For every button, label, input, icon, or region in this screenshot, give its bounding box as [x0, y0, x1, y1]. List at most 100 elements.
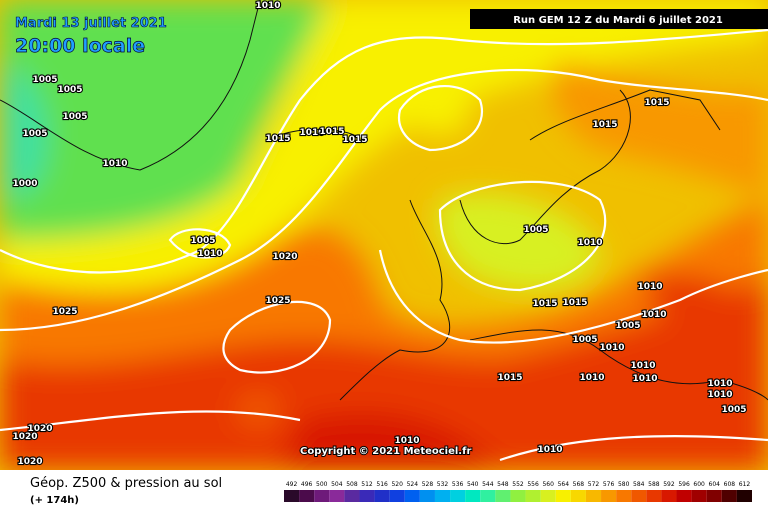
scale-swatch: [540, 490, 556, 502]
isobar-label: 1005: [572, 335, 597, 345]
forecast-time: 20:00 locale: [15, 35, 145, 57]
scale-label: 572: [588, 481, 600, 488]
scale-label: 540: [467, 481, 479, 488]
scale-swatch: [450, 490, 466, 502]
isobar-label: 1010: [102, 159, 127, 169]
scale-label: 504: [331, 481, 343, 488]
color-scale: 492 496 500 504 508 512 516 520 524 528 532 536 540 5…: [284, 481, 752, 502]
scale-label: 536: [452, 481, 464, 488]
scale-label: 604: [709, 481, 721, 488]
scale-swatch: [525, 490, 541, 502]
isobar-label: 1020: [27, 424, 52, 434]
isobar-label: 1015: [562, 298, 587, 308]
scale-swatch: [389, 490, 405, 502]
scale-label: 556: [527, 481, 539, 488]
scale-label: 492: [286, 481, 298, 488]
scale-swatch: [495, 490, 511, 502]
isobar-label: 1010: [707, 390, 732, 400]
isobar-label: 1015: [342, 135, 367, 145]
scale-swatch: [434, 490, 451, 502]
scale-swatch: [329, 490, 345, 502]
isobar-label: 1005: [721, 405, 746, 415]
isobar-label: 1005: [523, 225, 548, 235]
isobar-label: 1005: [615, 321, 640, 331]
scale-swatch: [419, 490, 435, 502]
footer-title: Géop. Z500 & pression au sol: [30, 476, 222, 491]
scale-label: 608: [724, 481, 736, 488]
isobar-label: 1005: [22, 129, 47, 139]
scale-swatch: [359, 490, 375, 502]
scale-label: 508: [346, 481, 358, 488]
scale-label: 544: [482, 481, 494, 488]
scale-swatch: [676, 490, 692, 502]
scale-swatch: [555, 490, 571, 502]
scale-swatch: [404, 490, 420, 502]
scale-label: 496: [301, 481, 313, 488]
isobar-label: 1010: [299, 128, 324, 138]
isobar-label: 1025: [265, 296, 290, 306]
scale-swatch: [706, 490, 722, 502]
scale-label: 532: [437, 481, 449, 488]
scale-swatch: [616, 490, 632, 502]
scale-swatch: [646, 490, 662, 502]
isobar-label: 1015: [592, 120, 617, 130]
scale-label: 588: [648, 481, 660, 488]
isobar-label: 1010: [537, 445, 562, 455]
isobar-label: 1010: [577, 238, 602, 248]
isobars: [0, 28, 768, 462]
isobar-label: 1010: [641, 310, 666, 320]
scale-swatch: [736, 490, 752, 502]
scale-label: 580: [618, 481, 630, 488]
scale-swatch: [465, 490, 481, 502]
scale-swatch: [284, 490, 300, 502]
isobar-label: 1015: [644, 98, 669, 108]
isobar-label: 1000: [12, 179, 37, 189]
coastlines: [0, 0, 768, 401]
map-field: 1010100510051005100510101000101510101015…: [0, 0, 768, 470]
isobar-label: 1010: [707, 379, 732, 389]
isobar-label: 1010: [197, 249, 222, 259]
isobar-label: 1010: [394, 436, 419, 446]
scale-swatch: [480, 490, 496, 502]
scale-label: 500: [316, 481, 328, 488]
isobar-label: 1005: [32, 75, 57, 85]
isobar-label: 1025: [52, 307, 77, 317]
isobar-label: 1010: [632, 374, 657, 384]
copyright: Copyright © 2021 Meteociel.fr: [300, 446, 471, 457]
isobar-label: 1010: [255, 1, 280, 11]
scale-label: 524: [407, 481, 419, 488]
scale-label: 568: [573, 481, 585, 488]
isobar-label: 1015: [319, 127, 344, 137]
isobar-label: 1005: [62, 112, 87, 122]
scale-label: 592: [663, 481, 675, 488]
isobar-label: 1020: [272, 252, 297, 262]
isobar-label: 1015: [532, 299, 557, 309]
isobar-label: 1015: [265, 134, 290, 144]
scale-swatch: [299, 490, 315, 502]
isobar-labels: 1010100510051005100510101000101510101015…: [11, 0, 747, 468]
scale-label: 576: [603, 481, 615, 488]
run-info: Run GEM 12 Z du Mardi 6 juillet 2021: [513, 15, 723, 26]
forecast-date: Mardi 13 juillet 2021: [15, 16, 167, 31]
scale-label: 548: [497, 481, 509, 488]
scale-swatch: [721, 490, 737, 502]
scale-swatch: [374, 490, 390, 502]
scale-swatch: [691, 490, 707, 502]
scale-label: 520: [391, 481, 403, 488]
scale-label: 552: [512, 481, 524, 488]
isobar-label: 1005: [57, 85, 82, 95]
scale-label: 612: [739, 481, 751, 488]
isobar-label: 1010: [599, 343, 624, 353]
scale-label: 600: [693, 481, 705, 488]
scale-swatch: [661, 490, 677, 502]
scale-swatch: [601, 490, 617, 502]
scale-swatch: [314, 490, 330, 502]
isobar-label: 1015: [497, 373, 522, 383]
scale-label: 584: [633, 481, 645, 488]
isobar-label: 1020: [17, 457, 42, 467]
scale-swatch: [510, 490, 526, 502]
scale-label: 512: [361, 481, 373, 488]
scale-label: 528: [422, 481, 434, 488]
scale-swatch: [631, 490, 647, 502]
